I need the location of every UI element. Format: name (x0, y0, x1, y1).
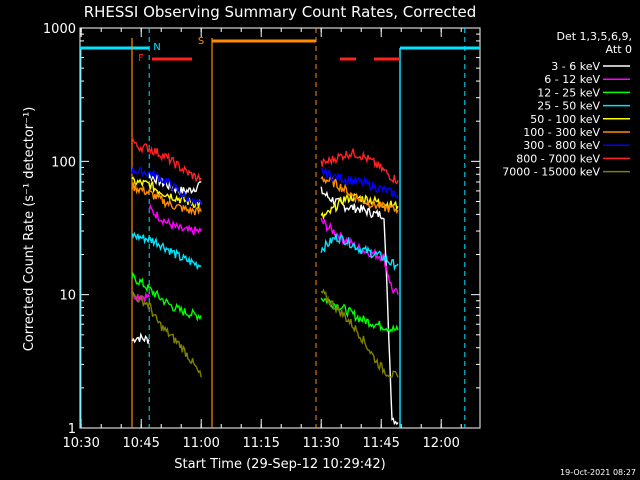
x-tick-label: 11:00 (182, 436, 219, 451)
series-line (320, 297, 399, 334)
x-tick-label: 12:00 (422, 436, 459, 451)
series-0 (131, 171, 399, 426)
plot-frame (79, 27, 481, 429)
y-tick-label: 100 (51, 155, 76, 170)
x-tick-label: 10:30 (62, 436, 99, 451)
plot-area: 1 10 100 1000 10:30 10:45 11:00 11:15 11:30 11:45… (43, 22, 481, 451)
series-line (131, 176, 202, 210)
series-line (131, 291, 150, 302)
series-line (131, 136, 202, 183)
y-axis-label: Corrected Count Rate (s⁻¹ detector⁻¹) (22, 107, 37, 352)
legend-entry: 25 - 50 keV (537, 100, 600, 113)
series-3 (131, 231, 399, 272)
x-tick-label: 11:15 (242, 436, 279, 451)
series-1 (131, 203, 399, 302)
y-tick-label: 1 (68, 422, 76, 437)
series-line (131, 291, 202, 378)
flag-label-n: N (153, 42, 160, 53)
flag-label-f: F (138, 53, 144, 64)
footer-date: 19-Oct-2021 08:27 (560, 468, 636, 477)
series-line (131, 166, 202, 207)
legend-entry: 12 - 25 keV (537, 86, 600, 99)
y-tick-label: 10 (59, 289, 76, 304)
series-6 (131, 166, 399, 207)
series-2 (131, 272, 399, 334)
series-line (320, 175, 399, 215)
legend-entry: 3 - 6 keV (551, 60, 600, 73)
legend-entry: 800 - 7000 keV (516, 152, 600, 165)
series-7 (131, 136, 399, 185)
series-line (320, 217, 399, 295)
series-line (320, 288, 399, 378)
series-line (320, 148, 399, 185)
series-line (320, 233, 399, 272)
series-line (320, 186, 399, 426)
series-line (148, 203, 202, 236)
series-5 (131, 175, 399, 216)
x-tick-label: 11:45 (362, 436, 399, 451)
x-axis-label: Start Time (29-Sep-12 10:29:42) (174, 457, 385, 472)
series-line (131, 182, 202, 216)
legend-title: Att 0 (606, 43, 632, 56)
legend-title: Det 1,3,5,6,9, (556, 30, 632, 43)
legend-entry: 50 - 100 keV (530, 113, 600, 126)
series-line (320, 167, 399, 199)
chart-title: RHESSI Observing Summary Count Rates, Co… (84, 3, 477, 21)
legend-entry: 6 - 12 keV (544, 73, 600, 86)
series-line (131, 332, 150, 344)
x-tick-label: 10:45 (122, 436, 159, 451)
x-tick-label: 11:30 (302, 436, 339, 451)
series-8 (131, 288, 399, 378)
legend-entry: 300 - 800 keV (523, 139, 600, 152)
flag-label-s: S (198, 36, 204, 47)
series-line (131, 231, 202, 271)
series-line (131, 272, 202, 322)
legend-entry: 100 - 300 keV (523, 126, 600, 139)
y-tick-label: 1000 (43, 22, 76, 37)
legend-entry: 7000 - 15000 keV (502, 166, 600, 179)
